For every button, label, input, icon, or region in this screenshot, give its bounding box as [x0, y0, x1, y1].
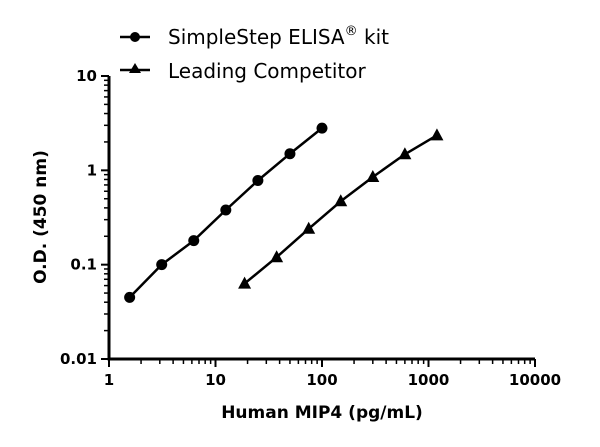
x-tick-label: 1	[104, 371, 114, 389]
data-point-circle	[252, 175, 264, 187]
data-point-triangle	[334, 194, 348, 207]
x-axis-label: Human MIP4 (pg/mL)	[221, 403, 423, 423]
legend-circle-marker	[130, 32, 140, 42]
data-point-triangle	[238, 276, 252, 289]
x-tick-label: 1000	[408, 371, 450, 389]
legend-item-competitor: Leading Competitor	[120, 59, 366, 83]
data-point-triangle	[366, 169, 380, 182]
legend: SimpleStep ELISA® kit Leading Competitor	[120, 24, 389, 83]
y-tick-label: 1	[87, 161, 97, 179]
x-tick-label: 100	[306, 371, 337, 389]
data-point-triangle	[302, 221, 316, 234]
data-point-triangle	[430, 128, 444, 141]
x-tick-label: 10000	[509, 371, 561, 389]
y-axis-label: O.D. (450 nm)	[31, 150, 51, 284]
y-tick-label: 0.01	[60, 350, 97, 368]
y-tick-label: 0.1	[70, 256, 97, 274]
x-tick-label: 10	[205, 371, 226, 389]
data-point-triangle	[398, 147, 412, 160]
data-point-triangle	[270, 250, 284, 263]
data-point-circle	[124, 291, 136, 303]
axes: 1 10 100 1000 10000 0.01 0.1 1 10	[60, 67, 561, 389]
legend-label-simplestep: SimpleStep ELISA® kit	[168, 24, 389, 49]
plot-area	[124, 122, 444, 303]
data-point-circle	[156, 259, 168, 271]
data-point-circle	[188, 235, 200, 247]
data-point-circle	[220, 204, 232, 216]
y-tick-label: 10	[76, 67, 97, 85]
data-point-circle	[284, 148, 296, 160]
data-point-circle	[316, 122, 328, 134]
legend-triangle-marker	[129, 63, 141, 73]
legend-item-simplestep: SimpleStep ELISA® kit	[120, 24, 389, 49]
legend-label-competitor: Leading Competitor	[168, 59, 366, 83]
